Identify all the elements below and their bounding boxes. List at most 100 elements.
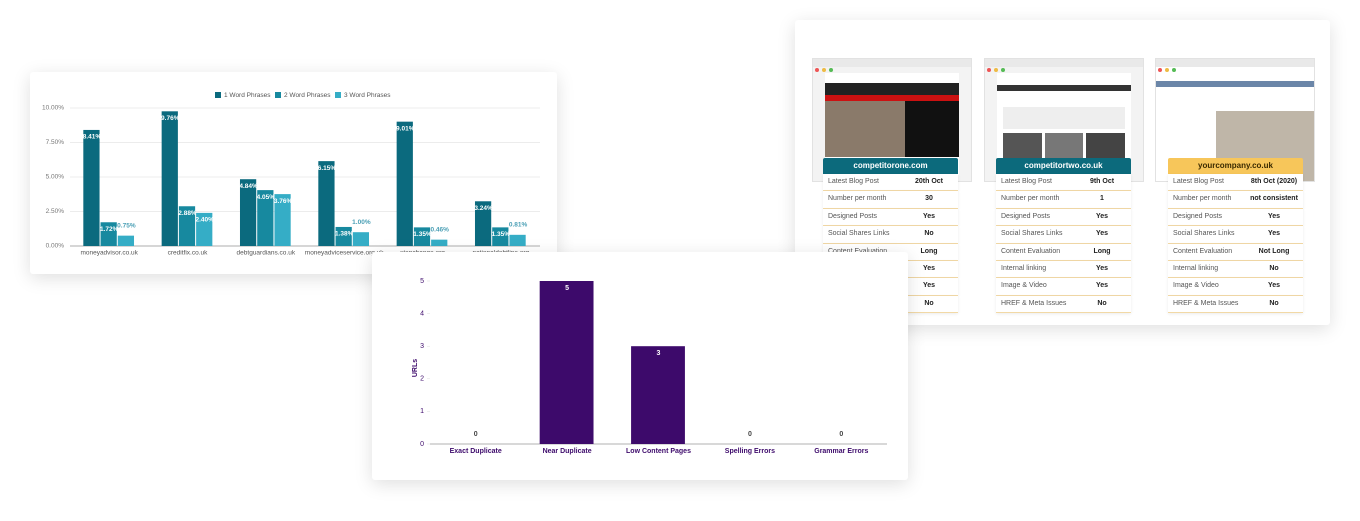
data-label: 2.88% xyxy=(178,210,197,217)
x-tick-label: Exact Duplicate xyxy=(450,448,502,455)
row-value: 20th Oct xyxy=(914,178,943,185)
card-row: Content Evaluation Not Long xyxy=(1168,243,1303,261)
card-row: Social Shares Links Yes xyxy=(1168,226,1303,244)
row-label: Designed Posts xyxy=(1173,212,1223,220)
row-value: Long xyxy=(920,247,938,255)
card-row: Designed Posts Yes xyxy=(996,208,1131,227)
chart-panel: 0.00% 2.50% 5.00% 7.50% 10.00% moneyadvisor.c… xyxy=(30,72,557,274)
y-tick-label: 1 xyxy=(420,408,424,415)
row-value: Not Long xyxy=(1258,247,1290,255)
y-tick-label: 7.50% xyxy=(46,139,65,146)
row-value: No xyxy=(1269,299,1279,307)
data-label: 4.05% xyxy=(257,194,276,201)
bar xyxy=(178,206,196,246)
data-label: 3.24% xyxy=(474,205,493,212)
data-label: 3 xyxy=(657,350,661,357)
data-label: 8.41% xyxy=(83,134,102,141)
data-label: 0 xyxy=(474,431,478,438)
card-row: Latest Blog Post 8th Oct (2020) xyxy=(1168,174,1303,192)
y-axis-label: URLs xyxy=(412,359,419,377)
chart: 0.00% 2.50% 5.00% 7.50% 10.00% moneyadvisor.c… xyxy=(42,92,540,257)
data-label: 0.46% xyxy=(431,226,450,233)
row-label: HREF & Meta Issues xyxy=(1001,299,1067,307)
row-label: Content Evaluation xyxy=(1001,247,1061,255)
row-value: Yes xyxy=(1095,230,1109,238)
x-tick-label: moneyadvisor.co.uk xyxy=(80,250,138,257)
row-value: 30 xyxy=(925,195,933,203)
row-value: Yes xyxy=(1095,264,1109,272)
row-value: No xyxy=(924,230,934,238)
bar xyxy=(274,194,291,246)
card-row: Number per month not consistent xyxy=(1168,191,1303,209)
card-row: Content Evaluation Long xyxy=(996,243,1131,261)
x-tick-label: Near Duplicate xyxy=(543,448,592,455)
row-label: Social Shares Links xyxy=(828,230,890,238)
data-label: 1.72% xyxy=(100,226,119,233)
bar xyxy=(474,201,492,246)
row-label: Image & Video xyxy=(1001,282,1047,290)
card-row: Social Shares Links Yes xyxy=(996,226,1131,244)
y-tick-label: 2.50% xyxy=(46,208,65,215)
legend-swatch xyxy=(275,92,281,98)
row-value: Yes xyxy=(1095,212,1109,220)
card-row: Latest Blog Post 20th Oct xyxy=(823,174,958,192)
legend-label: 3 Word Phrases xyxy=(344,92,391,99)
row-label: Content Evaluation xyxy=(823,244,900,260)
data-label: 0.75% xyxy=(117,222,136,229)
row-label: Latest Blog Post xyxy=(1173,178,1224,185)
x-tick-label: moneyadviceservice.org.uk xyxy=(305,250,385,257)
y-tick-label: 3 xyxy=(420,343,424,350)
comparison-card: yourcompany.co.uk Latest Blog Post 8th Oct… xyxy=(1168,158,1303,314)
row-value: No xyxy=(1097,299,1107,307)
card-header: yourcompany.co.uk xyxy=(1168,158,1303,174)
row-label: Latest Blog Post xyxy=(1001,178,1052,185)
data-label: 9.76% xyxy=(161,115,180,122)
x-tick-label: debtguardians.co.uk xyxy=(237,250,296,257)
bar xyxy=(83,129,100,246)
row-label: Designed Posts xyxy=(828,212,878,220)
data-label: 0 xyxy=(839,431,843,438)
bar xyxy=(117,235,135,246)
y-tick-label: 5.00% xyxy=(46,174,65,181)
row-value: Yes xyxy=(1095,282,1109,290)
row-value: No xyxy=(924,299,934,307)
row-value: 9th Oct xyxy=(1089,178,1115,185)
x-tick-label: Spelling Errors xyxy=(725,448,775,455)
data-label: 1.35% xyxy=(492,231,511,238)
row-value: not consistent xyxy=(1250,195,1298,203)
bar xyxy=(239,179,257,246)
y-tick-label: 10.00% xyxy=(42,105,64,112)
bar xyxy=(352,232,370,246)
card-row: Image & Video Yes xyxy=(996,278,1131,296)
data-label: 1.00% xyxy=(352,219,371,226)
chart-panel: URLs 0 1 2 3 4 5 Exact Duplicate 0 Near Duplicat… xyxy=(372,252,908,480)
card-row: Internal linking No xyxy=(1168,260,1303,279)
y-tick-label: 0.00% xyxy=(46,243,65,250)
screenshot xyxy=(812,58,972,182)
row-value: Yes xyxy=(1267,212,1281,220)
y-tick-label: 4 xyxy=(420,310,424,317)
bar xyxy=(431,239,448,246)
row-label: Social Shares Links xyxy=(1173,230,1235,238)
row-label: Content Evaluation xyxy=(1173,247,1233,255)
row-label: Internal linking xyxy=(1173,264,1219,272)
y-tick-label: 2 xyxy=(420,376,424,383)
row-label: HREF & Meta Issues xyxy=(1173,299,1239,307)
data-label: 6.15% xyxy=(318,165,337,172)
row-value: Long xyxy=(1093,247,1111,255)
row-label: Number per month xyxy=(828,195,887,203)
x-tick-label: Grammar Errors xyxy=(814,448,868,455)
bar xyxy=(492,227,509,246)
x-tick-label: creditfix.co.uk xyxy=(168,250,208,257)
card-row: Social Shares Links No xyxy=(823,226,958,244)
bar xyxy=(196,212,213,246)
card-row: Latest Blog Post 9th Oct xyxy=(996,174,1131,192)
card-row: Number per month 1 xyxy=(996,191,1131,209)
data-label: 1.35% xyxy=(413,231,432,238)
data-label: 0.81% xyxy=(509,222,528,229)
row-label: Image & Video xyxy=(1173,282,1219,290)
bar xyxy=(413,227,431,246)
row-value: Yes xyxy=(922,264,936,272)
data-label: 5 xyxy=(565,285,569,292)
legend-swatch xyxy=(335,92,341,98)
